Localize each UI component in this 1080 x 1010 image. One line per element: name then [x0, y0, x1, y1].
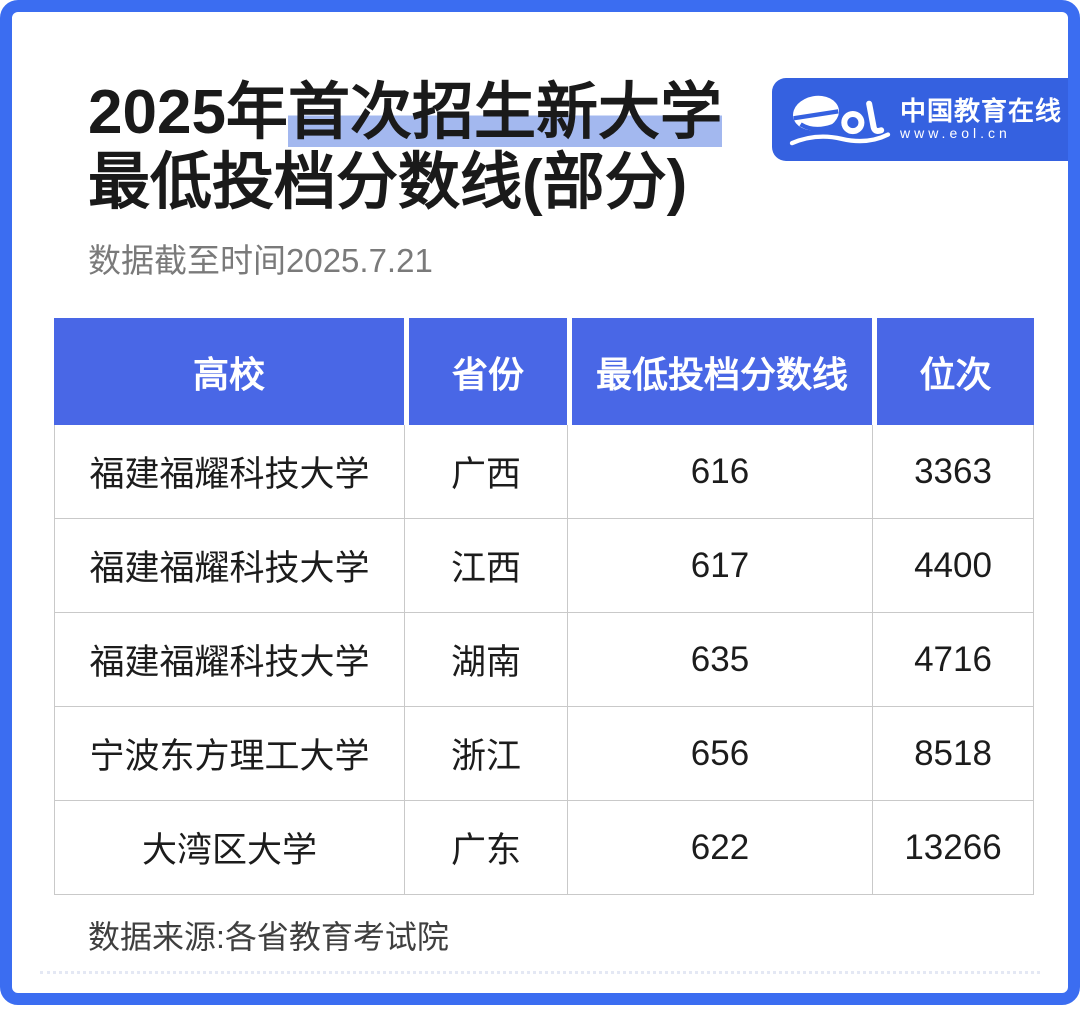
cell-province: 浙江 — [404, 707, 567, 800]
page-title-line1: 2025年首次招生新大学 — [88, 78, 722, 147]
table-row: 宁波东方理工大学 浙江 656 8518 — [55, 706, 1033, 800]
dotted-divider — [40, 971, 1040, 974]
cell-university: 宁波东方理工大学 — [89, 737, 370, 776]
cell-rank: 4716 — [872, 613, 1033, 706]
column-header-min-score: 最低投档分数线 — [567, 318, 872, 425]
column-header-university: 高校 — [54, 318, 404, 425]
eol-logo-text: 中国教育在线 www.eol.cn — [900, 97, 1062, 142]
eol-brand-name: 中国教育在线 — [900, 95, 1063, 126]
cell-university: 福建福耀科技大学 — [89, 643, 370, 682]
table-row: 福建福耀科技大学 湖南 635 4716 — [55, 612, 1033, 706]
cell-min-score: 656 — [567, 707, 872, 800]
cell-min-score: 616 — [567, 425, 872, 518]
cell-min-score: 622 — [567, 801, 872, 894]
data-cutoff-note: 数据截至时间2025.7.21 — [88, 242, 433, 279]
title-highlighted-text: 首次招生新大学 — [287, 78, 722, 147]
eol-logo-badge: 中国教育在线 www.eol.cn — [772, 78, 1068, 161]
cell-min-score: 617 — [567, 519, 872, 612]
cell-rank: 8518 — [872, 707, 1033, 800]
cell-province: 湖南 — [404, 613, 567, 706]
table-header-row: 高校 省份 最低投档分数线 位次 — [54, 318, 1034, 425]
cell-rank: 13266 — [872, 801, 1033, 894]
column-header-province: 省份 — [404, 318, 567, 425]
page-title-line2: 最低投档分数线(部分) — [88, 148, 688, 217]
column-header-rank: 位次 — [872, 318, 1034, 425]
table-row: 福建福耀科技大学 江西 617 4400 — [55, 518, 1033, 612]
title-prefix: 2025年 — [88, 78, 288, 147]
cell-university: 福建福耀科技大学 — [89, 549, 370, 588]
cell-university: 大湾区大学 — [141, 831, 317, 870]
score-table: 高校 省份 最低投档分数线 位次 福建福耀科技大学 广西 616 3363 福建… — [54, 318, 1034, 895]
cell-province: 广西 — [404, 425, 567, 518]
cell-university: 福建福耀科技大学 — [89, 455, 370, 494]
eol-site-url: www.eol.cn — [900, 125, 1011, 142]
table-body: 福建福耀科技大学 广西 616 3363 福建福耀科技大学 江西 617 440… — [54, 425, 1034, 895]
table-row: 福建福耀科技大学 广西 616 3363 — [55, 425, 1033, 518]
data-source-note: 数据来源:各省教育考试院 — [88, 919, 449, 955]
table-row: 大湾区大学 广东 622 13266 — [55, 800, 1033, 894]
cell-min-score: 635 — [567, 613, 872, 706]
cell-province: 江西 — [404, 519, 567, 612]
cell-rank: 3363 — [872, 425, 1033, 518]
cell-rank: 4400 — [872, 519, 1033, 612]
eol-logo-icon — [789, 95, 891, 145]
cell-province: 广东 — [404, 801, 567, 894]
